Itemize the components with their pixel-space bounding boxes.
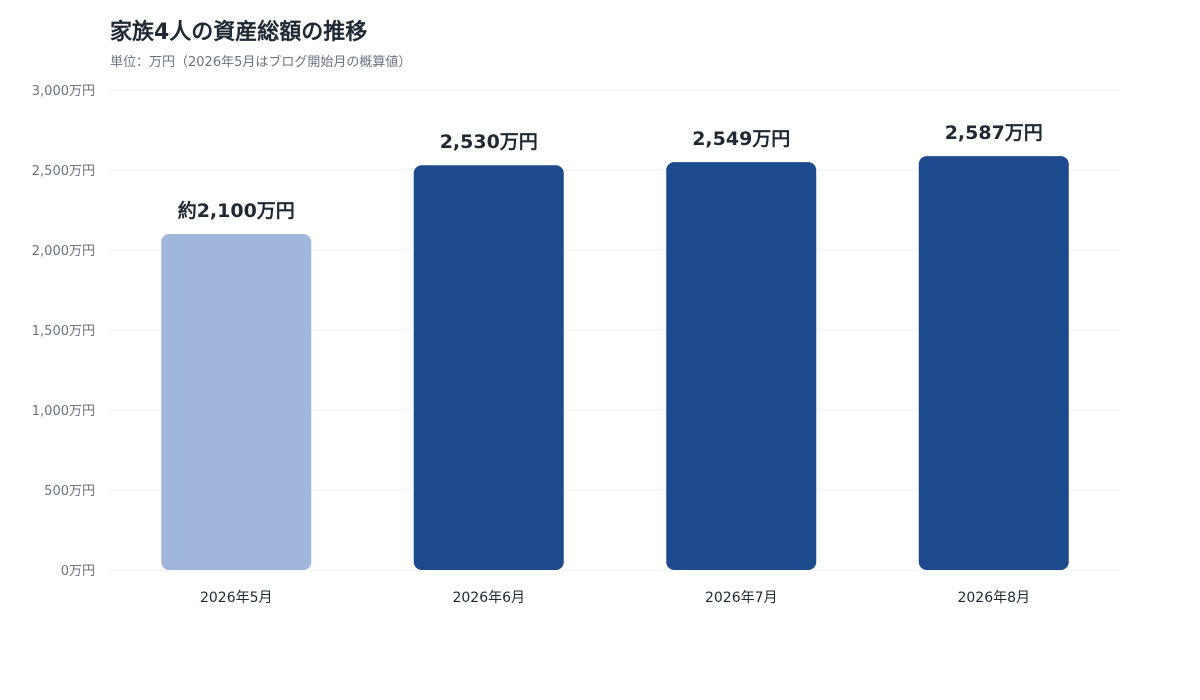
value-labels: 約2,100万円 2,530万円 2,549万円 2,587万円	[178, 122, 1043, 222]
y-tick-label: 3,000万円	[32, 84, 95, 99]
data-label: 2,549万円	[692, 128, 790, 150]
x-tick-label: 2026年6月	[452, 590, 525, 606]
bar	[666, 162, 817, 570]
bar	[161, 234, 312, 570]
x-tick-label: 2026年7月	[705, 590, 778, 606]
bars	[161, 156, 1069, 570]
y-tick-label: 2,500万円	[32, 164, 95, 179]
y-tick-label: 1,500万円	[32, 324, 95, 339]
data-label: 約2,100万円	[178, 199, 295, 222]
data-label: 2,587万円	[945, 122, 1043, 144]
bar	[413, 165, 564, 570]
y-tick-label: 500万円	[44, 484, 95, 499]
chart-title: 家族4人の資産総額の推移	[110, 20, 368, 45]
x-tick-label: 2026年8月	[957, 590, 1030, 606]
data-label: 2,530万円	[440, 131, 538, 153]
chart-subtitle: 単位：万円（2026年5月はブログ開始月の概算値）	[110, 55, 412, 70]
bar	[918, 156, 1069, 570]
y-tick-label: 0万円	[61, 564, 95, 579]
x-axis-ticks: 2026年5月 2026年6月 2026年7月 2026年8月	[200, 590, 1030, 606]
y-tick-label: 1,000万円	[32, 404, 95, 419]
x-tick-label: 2026年5月	[200, 590, 273, 606]
y-axis-ticks: 0万円 500万円 1,000万円 1,500万円 2,000万円 2,500万円 3,00…	[32, 84, 95, 579]
y-tick-label: 2,000万円	[32, 244, 95, 259]
